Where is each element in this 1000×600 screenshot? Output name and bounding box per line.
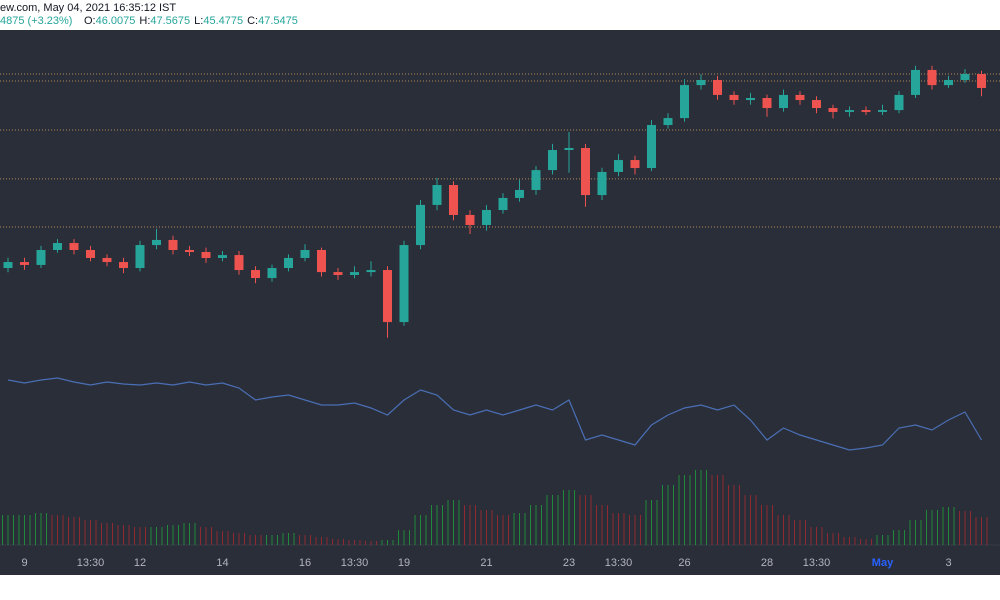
candle-body — [647, 125, 656, 169]
candle-body — [762, 98, 772, 109]
candle-body — [614, 160, 623, 172]
ohlc-value: 47.5675 — [150, 15, 190, 27]
x-tick-label: 13:30 — [803, 557, 831, 569]
candle-body — [383, 270, 392, 323]
x-tick-label: 21 — [480, 557, 492, 569]
candle-body — [135, 245, 145, 268]
candle-body — [317, 249, 326, 273]
x-tick-label: May — [872, 557, 894, 569]
candle-body — [152, 239, 161, 246]
x-tick-label: 19 — [398, 557, 410, 569]
candle-body — [894, 94, 904, 111]
indicator-line — [7, 377, 983, 451]
ohlc-label: O: — [84, 15, 96, 27]
candle-body — [960, 74, 970, 80]
candle-body — [333, 272, 343, 275]
x-tick-label: 28 — [761, 557, 773, 569]
candle-body — [680, 85, 689, 119]
candle-body — [927, 69, 937, 86]
candle-body — [3, 262, 13, 268]
candle-body — [812, 100, 821, 109]
candle-body — [36, 249, 46, 265]
x-tick-label: 26 — [678, 557, 690, 569]
candle-body — [119, 262, 128, 268]
candle-body — [696, 79, 706, 86]
x-tick-label: 13:30 — [77, 557, 105, 569]
candle-body — [597, 171, 607, 196]
candle-body — [564, 147, 574, 151]
x-tick-label: 14 — [216, 557, 228, 569]
x-tick-label: 9 — [21, 557, 27, 569]
header-change: 4875 (+3.23%) — [0, 15, 72, 27]
candle-body — [234, 255, 244, 271]
candle-body — [944, 79, 953, 86]
candle-body — [531, 170, 541, 190]
candle-body — [663, 118, 673, 126]
candle-body — [581, 147, 590, 196]
candle-body — [399, 245, 409, 323]
candle-body — [86, 249, 95, 258]
candle-body — [729, 94, 739, 101]
x-tick-label: 13:30 — [605, 557, 633, 569]
candle-body — [300, 249, 310, 258]
ohlc-label: L: — [194, 15, 203, 27]
candle-body — [102, 257, 112, 263]
ohlc-value: 45.4775 — [203, 15, 243, 27]
candle-body — [845, 110, 854, 112]
candle-body — [218, 255, 227, 258]
candle-body — [69, 243, 79, 250]
candle-body — [498, 197, 508, 211]
candle-body — [416, 204, 425, 246]
candle-body — [449, 185, 458, 215]
candle-body — [795, 94, 805, 101]
x-tick-label: 12 — [134, 557, 146, 569]
candle-body — [168, 239, 178, 250]
candle-body — [878, 110, 887, 112]
candle-body — [366, 270, 376, 273]
candle-body — [284, 257, 293, 268]
candle-body — [482, 210, 491, 225]
x-tick-label: 23 — [563, 557, 575, 569]
ohlc-value: 47.5475 — [258, 15, 298, 27]
candle-body — [828, 108, 838, 112]
candle-body — [861, 110, 871, 112]
candle-body — [53, 243, 62, 250]
candle-body — [630, 160, 640, 169]
candle-body — [911, 69, 920, 95]
x-tick-label: 13:30 — [341, 557, 369, 569]
candle-body — [251, 270, 260, 279]
chart-bg — [0, 30, 1000, 575]
candle-body — [977, 74, 986, 88]
candle-body — [201, 252, 211, 258]
candle-body — [350, 272, 359, 275]
candle-body — [185, 249, 194, 253]
ohlc-label: H: — [139, 15, 150, 27]
candle-body — [432, 185, 442, 205]
x-tick-label: 16 — [299, 557, 311, 569]
ohlc-value: 46.0075 — [96, 15, 136, 27]
candle-body — [465, 214, 475, 225]
ohlc-label: C: — [247, 15, 258, 27]
header-bg — [0, 0, 1000, 30]
x-tick-label: 3 — [945, 557, 951, 569]
candle-body — [746, 98, 755, 101]
candle-body — [779, 94, 788, 109]
candle-body — [548, 150, 557, 171]
candle-body — [713, 79, 722, 95]
candle-body — [267, 268, 277, 279]
candle-body — [515, 189, 524, 198]
candle-body — [20, 262, 29, 265]
header-ohlc: O: 46.0075 H: 47.5675 L: 45.4775 C: 47.5475 — [84, 15, 298, 27]
header-source: ew.com, May 04, 2021 16:35:12 IST — [0, 2, 176, 14]
